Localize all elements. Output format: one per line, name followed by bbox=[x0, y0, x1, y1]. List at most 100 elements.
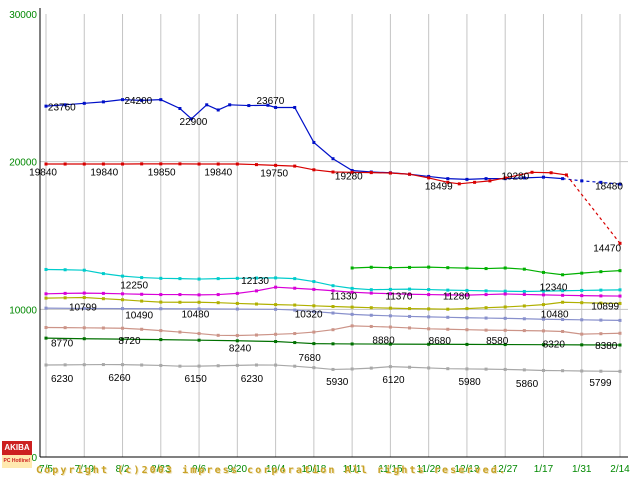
tan-series-point bbox=[293, 332, 297, 336]
tan-series-point bbox=[369, 324, 373, 328]
dark-green-series-point bbox=[503, 343, 507, 347]
data-label: 19840 bbox=[29, 168, 57, 179]
red-series-point bbox=[274, 163, 278, 167]
dark-green-series-point bbox=[121, 337, 125, 341]
gray-series-point bbox=[63, 363, 67, 367]
dark-green-series-point bbox=[312, 342, 316, 346]
red-series-point bbox=[549, 171, 553, 175]
gray-series-point bbox=[254, 363, 258, 367]
data-label: 5980 bbox=[459, 377, 482, 388]
cyan-series-point bbox=[408, 287, 412, 291]
gray-series-point bbox=[427, 366, 431, 370]
slate-blue-series-point bbox=[408, 314, 412, 318]
tan-series-point bbox=[63, 326, 67, 330]
dark-green-series-point bbox=[388, 342, 392, 346]
red-series-point bbox=[101, 162, 105, 166]
cyan-series-point bbox=[465, 288, 469, 292]
red-series-point bbox=[369, 171, 373, 175]
data-label: 12250 bbox=[120, 281, 148, 292]
dark-green-series-point bbox=[350, 342, 354, 346]
blue-series-point bbox=[522, 176, 526, 180]
logo-bottom-text: PC Hotline! bbox=[2, 455, 32, 468]
data-label: 8680 bbox=[429, 336, 452, 347]
slate-blue-series-point bbox=[350, 312, 354, 316]
olive-series-point bbox=[197, 300, 201, 304]
blue-series-point bbox=[228, 103, 232, 107]
olive-series-point bbox=[254, 302, 258, 306]
olive-series-point bbox=[235, 301, 239, 305]
olive-series-point bbox=[369, 306, 373, 310]
magenta-series-point bbox=[503, 292, 507, 296]
olive-series-point bbox=[446, 307, 450, 311]
olive-series-point bbox=[503, 305, 507, 309]
magenta-series-point bbox=[274, 285, 278, 289]
red-series-point bbox=[618, 241, 622, 245]
red-series-point bbox=[457, 182, 461, 186]
data-label: 23760 bbox=[48, 103, 76, 114]
tan-series-point bbox=[350, 324, 354, 328]
data-label: 6230 bbox=[241, 374, 264, 385]
red-series-point bbox=[488, 179, 492, 183]
tan-series-point bbox=[44, 325, 48, 329]
gray-series-point bbox=[331, 367, 335, 371]
red-series-point bbox=[121, 162, 125, 166]
data-label: 5930 bbox=[326, 377, 349, 388]
data-label: 10480 bbox=[181, 309, 209, 320]
olive-series-point bbox=[388, 306, 392, 310]
tan-series-point bbox=[561, 329, 565, 333]
red-series-line bbox=[46, 163, 567, 185]
x-axis-label: 11/1 bbox=[343, 464, 362, 475]
footer: AKIBA PC Hotline! Copyright (c)2003 impr… bbox=[2, 441, 507, 480]
slate-blue-series-point bbox=[44, 306, 48, 310]
olive-series-point bbox=[580, 301, 584, 305]
y-axis-label: 20000 bbox=[9, 158, 37, 169]
red-series-point bbox=[159, 162, 163, 166]
data-label: 24200 bbox=[124, 96, 152, 107]
red-series-point bbox=[427, 176, 431, 180]
dark-green-series-point bbox=[159, 338, 163, 342]
dark-green-series-point bbox=[274, 340, 278, 344]
magenta-series-point bbox=[197, 293, 201, 297]
dark-green-series-point bbox=[235, 339, 239, 343]
data-label: 23670 bbox=[256, 96, 284, 107]
tan-series-point bbox=[541, 329, 545, 333]
tan-series-point bbox=[331, 328, 335, 332]
slate-blue-series-point bbox=[618, 318, 622, 322]
cyan-series-point bbox=[618, 288, 622, 292]
tan-series-point bbox=[82, 326, 86, 330]
blue-series-point bbox=[82, 101, 86, 105]
slate-blue-series-point bbox=[331, 311, 335, 315]
x-axis-label: 9/20 bbox=[228, 464, 248, 475]
cyan-series-point bbox=[561, 289, 565, 293]
cyan-series-point bbox=[331, 284, 335, 288]
slate-blue-series-point bbox=[503, 316, 507, 320]
red-series-point bbox=[564, 173, 568, 177]
gray-series-point bbox=[293, 364, 297, 368]
blue-series-point bbox=[312, 140, 316, 144]
x-axis-label: 10/18 bbox=[301, 464, 326, 475]
magenta-series-point bbox=[484, 293, 488, 297]
dark-green-series-point bbox=[541, 343, 545, 347]
olive-series-point bbox=[216, 301, 220, 305]
red-series-point bbox=[388, 171, 392, 175]
blue-series-point bbox=[446, 177, 450, 181]
olive-series-point bbox=[408, 307, 412, 311]
data-label: 5860 bbox=[516, 379, 539, 390]
tan-series-point bbox=[522, 329, 526, 333]
gray-series-point bbox=[503, 367, 507, 371]
slate-blue-series-point bbox=[121, 307, 125, 311]
magenta-series-point bbox=[312, 287, 316, 291]
magenta-series-point bbox=[599, 294, 603, 298]
x-axis-label: 8/23 bbox=[151, 464, 171, 475]
magenta-series-point bbox=[121, 292, 125, 296]
cyan-series-point bbox=[599, 288, 603, 292]
x-axis-label: 7/19 bbox=[75, 464, 95, 475]
olive-series-point bbox=[427, 307, 431, 311]
dark-green-series-point bbox=[427, 342, 431, 346]
cyan-series-point bbox=[82, 268, 86, 272]
green-series-point bbox=[446, 266, 450, 270]
blue-series-point bbox=[331, 157, 335, 161]
magenta-series-point bbox=[44, 292, 48, 296]
